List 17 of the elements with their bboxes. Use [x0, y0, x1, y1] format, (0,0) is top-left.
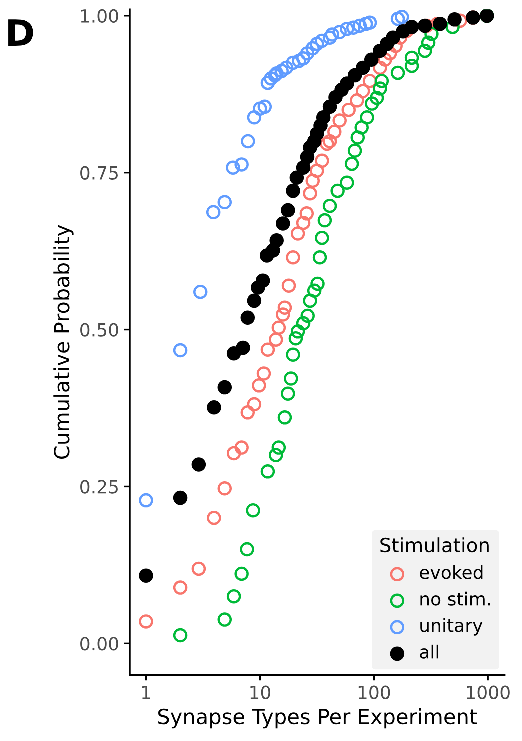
legend-label: all [420, 644, 438, 659]
x-tick-label: 1000 [467, 686, 510, 700]
y-tick-label: 0.75 [80, 166, 118, 180]
y-tick-label: 1.00 [81, 9, 118, 24]
x-tick-label: 10 [250, 686, 270, 700]
legend-label: unitary [420, 618, 483, 636]
text: D [8, 20, 34, 46]
x-tick-label: 100 [358, 686, 390, 700]
legend-label: evoked [420, 565, 483, 580]
legend-title: Stimulation [380, 538, 489, 553]
x-tick-label: 1 [142, 686, 150, 700]
legend-label: no stim. [420, 592, 490, 606]
y-axis-title: Cumulative Probability [54, 225, 74, 459]
x-axis-title: Synapse Types Per Experiment [158, 708, 478, 729]
y-tick-label: 0.25 [80, 480, 118, 494]
y-tick-label: 0.00 [80, 637, 118, 651]
y-tick-label: 0.50 [80, 323, 118, 337]
